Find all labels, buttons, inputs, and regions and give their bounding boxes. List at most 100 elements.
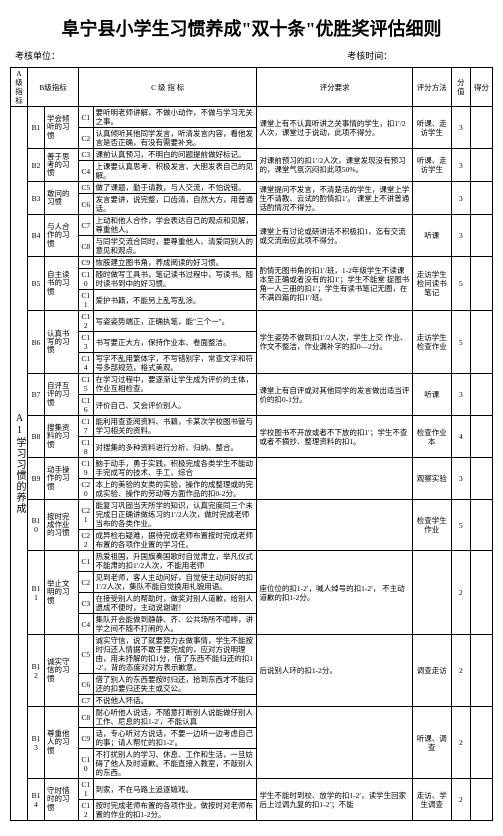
b-number: B12 xyxy=(27,635,44,707)
th-score: 分值 xyxy=(451,68,470,107)
got-score xyxy=(471,458,493,500)
requirement: 学生姿势不做到扣1′/2人次，学生上交 作业、作文不整洁，作业漏补字的扣0—2分… xyxy=(257,311,412,374)
c-number: C8 xyxy=(78,236,93,257)
method: 听课、调查 xyxy=(412,707,451,779)
table-row: B7自评互评的习惯C15在学习过程中，要逐渐让学生成为评价的主体，作业互相检查。… xyxy=(11,374,493,395)
table-row: A1学习习惯的养成B1学会倾听的习惯C1要听明老师讲解，不做小动作，不做与学习无… xyxy=(11,107,493,128)
requirement: 学生不能时到校、放学的扣1-2′，读学生回家后上过调九复的扣1-2′；不能 xyxy=(257,779,412,821)
c-text: 本上的美验的女类的实验，操作的成整理或的完成实验、操作的劳动等方面作品的扣0-2… xyxy=(93,479,257,500)
table-row: B9动手操作的习惯C19脑于动手，勇于实践，积极完成各类学生不能动手完成写的技术… xyxy=(11,458,493,479)
th-b: B级指标 xyxy=(27,68,78,107)
table-row: B13尊重他人的习惯C8耐心听他人说话，不随意打断别人说能做仔别人工作、尼息的扣… xyxy=(11,707,493,728)
got-score xyxy=(471,215,493,257)
b-name: 搜集资料的习惯 xyxy=(44,416,78,458)
b-number: B7 xyxy=(27,374,44,416)
got-score xyxy=(471,779,493,821)
b-name: 举止文明的习惯 xyxy=(44,551,78,635)
method: 检查学生作业 xyxy=(412,500,451,551)
b-number: B3 xyxy=(27,182,44,215)
requirement xyxy=(257,500,412,551)
b-number: B2 xyxy=(27,149,44,182)
c-text: 成异检右疑难，据待完成老师布置按时完成老师布置的各项作业置的学习任。 xyxy=(93,530,257,551)
c-text: 耐心听他人说话，不随意打断别人说能做仔别人工作、尼息的扣1-2′，不能认真 xyxy=(93,707,257,728)
th-req: 评分要求 xyxy=(257,68,412,107)
got-score xyxy=(471,416,493,458)
c-number: C5 xyxy=(78,182,93,194)
b-name: 尊重他人的习惯 xyxy=(44,707,78,779)
requirement xyxy=(257,707,412,779)
c-number: C8 xyxy=(78,707,93,728)
c-text: 随时做写工具书，笔记读书过程中，写读书。随时读书到中的好习惯。 xyxy=(93,269,257,290)
score: 3 xyxy=(451,458,470,500)
table-row: B12诚实守信的习惯C5诚实守信，说了就要努力去做事情，学生不能按时归还人情据不… xyxy=(11,635,493,674)
c-number: C21 xyxy=(78,500,93,530)
score: 5 xyxy=(451,311,470,374)
c-text: 能利用查查阅资料、书籍，卡某次学校图书管与学习相关的资料。 xyxy=(93,416,257,437)
c-number: C9 xyxy=(78,728,93,749)
c-text: 能复习巩固当天所学的知识，认真完度同三个未完成日正确讲做练习的1′/2人次，做时… xyxy=(93,500,257,530)
got-score xyxy=(471,182,493,215)
c-text: 写字不乱用繁体字，不写错别字，常查文字和符号多部规范，格式美观。 xyxy=(93,353,257,374)
th-method: 评分方法 xyxy=(412,68,451,107)
c-text: 在学习过程中，要逐渐让学生成为评价的主体，作业互相检查。 xyxy=(93,374,257,395)
score: 5 xyxy=(451,500,470,551)
c-number: C1 xyxy=(78,551,93,572)
table-row: B10按时完成作业的习惯C21能复习巩固当天所学的知识，认真完度同三个未完成日正… xyxy=(11,500,493,530)
c-text: 对搜集的多种资料进行分析、归纳、整合。 xyxy=(93,437,257,458)
b-name: 与人合作的习惯 xyxy=(44,215,78,257)
score: 4 xyxy=(451,416,470,458)
b-name: 敢问的习惯 xyxy=(44,182,78,215)
b-number: B9 xyxy=(27,458,44,500)
c-number: C3 xyxy=(78,149,93,161)
c-text: 上课要认真思考、积极发言、大胆发表自己的见解。 xyxy=(93,161,257,182)
c-text: 脑于动手，勇于实践，积极完成各类学生不能动手完成写的技术、手工、综合 xyxy=(93,458,257,479)
c-number: C16 xyxy=(78,395,93,416)
c-text: 要听明老师讲解，不做小动作，不做与学习无关之事。 xyxy=(93,107,257,128)
table-row: B4与人合作的习惯C7上动和他人合作，学会表达自己的观点和见解，尊重他人。课堂上… xyxy=(11,215,493,236)
b-number: B5 xyxy=(27,257,44,311)
method: 听课、走访学生 xyxy=(412,107,451,149)
got-score xyxy=(471,107,493,149)
c-text: 见到老师，客人主动问好，自觉使主动问好的扣1′/2人次，集队不能自觉换用礼貌用语… xyxy=(93,572,257,593)
c-text: 热爱祖国，升国旗奏国歌时自觉肃立，举凡仪式不能肃的扣1′/2人次，不能用老师 xyxy=(93,551,257,572)
c-number: C4 xyxy=(78,614,93,635)
b-number: B10 xyxy=(27,500,44,551)
requirement: 对课前预习的扣1′/2人次，课堂发现没有预习的，课堂气氛沉闷扣此项50%。 xyxy=(257,149,412,182)
requirement: 课堂上有自评或对其他同学的发言做出适当评价的扣0-1分。 xyxy=(257,374,412,416)
requirement xyxy=(257,458,412,500)
c-text: 借了别人的东西要按时归还，拾到东西才不能归还的扣要归还失主或交公。 xyxy=(93,674,257,695)
requirement: 酌情无图书角的扣1′/班，1-2年级学生不读课本至正确或者没有的扣1′；学生不能… xyxy=(257,257,412,311)
evaluation-table: A级指标 B级指标 C 级 指 标 评分要求 评分方法 分值 得分 A1学习习惯… xyxy=(10,67,493,821)
time-label: 考核时间： xyxy=(252,49,489,62)
c-text: 上动和他人合作，学会表达自己的观点和见解，尊重他人。 xyxy=(93,215,257,236)
b-number: B4 xyxy=(27,215,44,257)
c-text: 做了课题，勤于请教，与人交流，不怕说错。 xyxy=(93,182,257,194)
b-name: 善于思考的习惯 xyxy=(44,149,78,182)
method: 听课 xyxy=(412,215,451,257)
b-name: 自主读书的习惯 xyxy=(44,257,78,311)
score: 2 xyxy=(451,779,470,821)
c-text: 与同学交流合同时，要尊重他人、清爱同别人的意见和观点。 xyxy=(93,236,257,257)
b-number: B13 xyxy=(27,707,44,779)
c-number: C17 xyxy=(78,416,93,437)
method: 观察实验 xyxy=(412,458,451,500)
c-number: C11 xyxy=(78,290,93,311)
score: 2 xyxy=(451,635,470,707)
table-row: B14守时惜时的习惯C11到家，不在马路上追逐嬉戏。学生不能时到校、放学的扣1-… xyxy=(11,779,493,800)
c-text: 恢胺建立图书角，养成阅读的好习惯。 xyxy=(93,257,257,269)
c-text: 爱护书籍，不能另上乱写乱涂。 xyxy=(93,290,257,311)
c-number: C15 xyxy=(78,374,93,395)
b-number: B8 xyxy=(27,416,44,458)
c-number: C12 xyxy=(78,800,93,821)
c-text: 评价自己、又会评价别人。 xyxy=(93,395,257,416)
c-text: 课前认真预习，不明白的问题提前做好标记。 xyxy=(93,149,257,161)
c-number: C13 xyxy=(78,332,93,353)
table-row: B5自主读书的习惯C9恢胺建立图书角，养成阅读的好习惯。酌情无图书角的扣1′/班… xyxy=(11,257,493,269)
a-indicator: A1学习习惯的养成 xyxy=(11,107,28,821)
method: 走访、学生调查 xyxy=(412,779,451,821)
c-number: C19 xyxy=(78,458,93,479)
score: 3 xyxy=(451,182,470,215)
c-text: 在接受别人的帮助时，做奖对别人道歉，给别人遗成不便时，主动说谢谢！ xyxy=(93,593,257,614)
got-score xyxy=(471,257,493,311)
c-text: 集队开会能做到静静、齐、公共场所不喧哗，讲学之间不随不打闹的人。 xyxy=(93,614,257,635)
